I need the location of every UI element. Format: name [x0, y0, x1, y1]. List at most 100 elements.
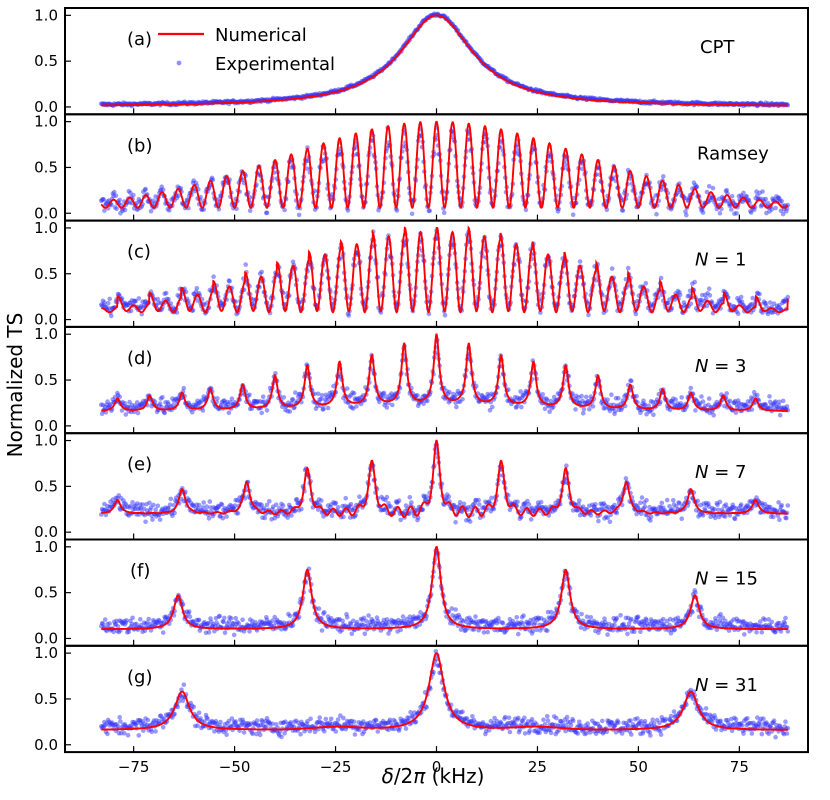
- experimental-point: [160, 394, 165, 400]
- experimental-point: [262, 515, 268, 521]
- experimental-point: [634, 393, 639, 399]
- experimental-point: [398, 517, 404, 523]
- experimental-point: [186, 298, 191, 304]
- panel-label: N = 7: [695, 462, 746, 483]
- experimental-point: [729, 207, 734, 212]
- experimental-point: [340, 618, 345, 624]
- experimental-point: [748, 210, 754, 215]
- experimental-point: [143, 519, 148, 525]
- experimental-point: [167, 208, 172, 213]
- experimental-point: [528, 517, 534, 522]
- experimental-point: [538, 499, 544, 505]
- panel-b: 0.00.51.0(b) Ramsey: [34, 113, 809, 222]
- experimental-point: [427, 208, 433, 213]
- experimental-point: [194, 286, 200, 291]
- experimental-point: [160, 187, 166, 193]
- experimental-point: [231, 632, 237, 638]
- experimental-point: [390, 402, 395, 408]
- panel-c: 0.00.51.0(c) N = 1: [34, 219, 809, 329]
- experimental-point: [704, 189, 710, 195]
- experimental-point: [151, 502, 156, 508]
- experimental-point: [425, 398, 430, 404]
- experimental-point: [545, 397, 550, 403]
- experimental-point: [673, 397, 678, 402]
- experimental-point: [196, 617, 202, 623]
- y-tick-label: 1.0: [34, 219, 58, 237]
- experimental-point: [287, 613, 293, 619]
- experimental-point: [738, 502, 744, 507]
- experimental-point: [580, 166, 585, 172]
- experimental-point: [607, 519, 613, 525]
- experimental-point: [148, 208, 154, 214]
- experimental-point: [700, 513, 706, 518]
- experimental-point: [741, 190, 746, 196]
- experimental-point: [319, 498, 324, 503]
- y-tick-label: 1.0: [34, 113, 58, 131]
- experimental-point: [325, 405, 331, 411]
- experimental-point: [384, 494, 390, 500]
- experimental-point: [424, 494, 429, 499]
- experimental-point: [335, 504, 341, 510]
- experimental-point: [201, 500, 206, 505]
- experimental-point: [344, 386, 350, 391]
- experimental-point: [280, 503, 286, 508]
- experimental-point: [446, 494, 452, 500]
- experimental-point: [224, 514, 229, 519]
- experimental-point: [111, 629, 116, 635]
- experimental-point: [172, 510, 177, 516]
- experimental-point: [227, 279, 232, 284]
- experimental-point: [780, 398, 786, 404]
- experimental-point: [699, 394, 704, 399]
- experimental-point: [707, 293, 713, 298]
- experimental-point: [415, 393, 420, 398]
- experimental-point: [515, 148, 520, 153]
- experimental-point: [289, 513, 294, 518]
- panel-frame: [64, 7, 809, 116]
- experimental-point: [767, 394, 772, 399]
- experimental-point: [146, 616, 151, 622]
- experimental-point: [281, 395, 287, 400]
- experimental-point: [215, 396, 220, 401]
- experimental-point: [377, 399, 382, 405]
- experimental-point: [620, 208, 626, 213]
- experimental-point: [711, 413, 716, 418]
- experimental-point: [580, 411, 586, 416]
- experimental-point: [706, 286, 712, 292]
- experimental-point: [586, 312, 591, 318]
- experimental-point: [454, 404, 459, 410]
- experimental-series: [99, 11, 791, 109]
- experimental-point: [616, 395, 621, 401]
- experimental-point: [587, 407, 592, 412]
- experimental-point: [659, 500, 665, 506]
- experimental-point: [168, 496, 174, 502]
- experimental-point: [732, 516, 738, 522]
- experimental-point: [706, 396, 712, 401]
- panel-e: 0.00.51.0(e) N = 7: [34, 432, 809, 541]
- experimental-point: [343, 495, 349, 501]
- experimental-point: [299, 506, 304, 512]
- panel-tag: (a): [127, 29, 152, 50]
- experimental-point: [460, 396, 465, 402]
- experimental-point: [734, 211, 739, 216]
- experimental-point: [290, 397, 296, 402]
- experimental-point: [671, 498, 676, 503]
- experimental-point: [222, 615, 227, 621]
- experimental-point: [447, 389, 452, 395]
- experimental-point: [131, 192, 136, 198]
- experimental-point: [186, 609, 192, 614]
- experimental-point: [109, 313, 114, 319]
- experimental-point: [114, 206, 119, 212]
- experimental-point: [130, 615, 135, 621]
- experimental-point: [133, 298, 138, 304]
- experimental-point: [717, 499, 723, 505]
- experimental-point: [316, 606, 322, 611]
- experimental-point: [143, 186, 148, 192]
- experimental-point: [679, 395, 684, 400]
- experimental-point: [107, 621, 112, 626]
- panel-a: 0.00.51.0(a) CPT: [34, 6, 809, 116]
- panel-tag: (e): [127, 454, 152, 475]
- experimental-point: [490, 404, 495, 410]
- experimental-point: [264, 408, 270, 413]
- experimental-point: [773, 205, 778, 211]
- experimental-point: [166, 297, 171, 302]
